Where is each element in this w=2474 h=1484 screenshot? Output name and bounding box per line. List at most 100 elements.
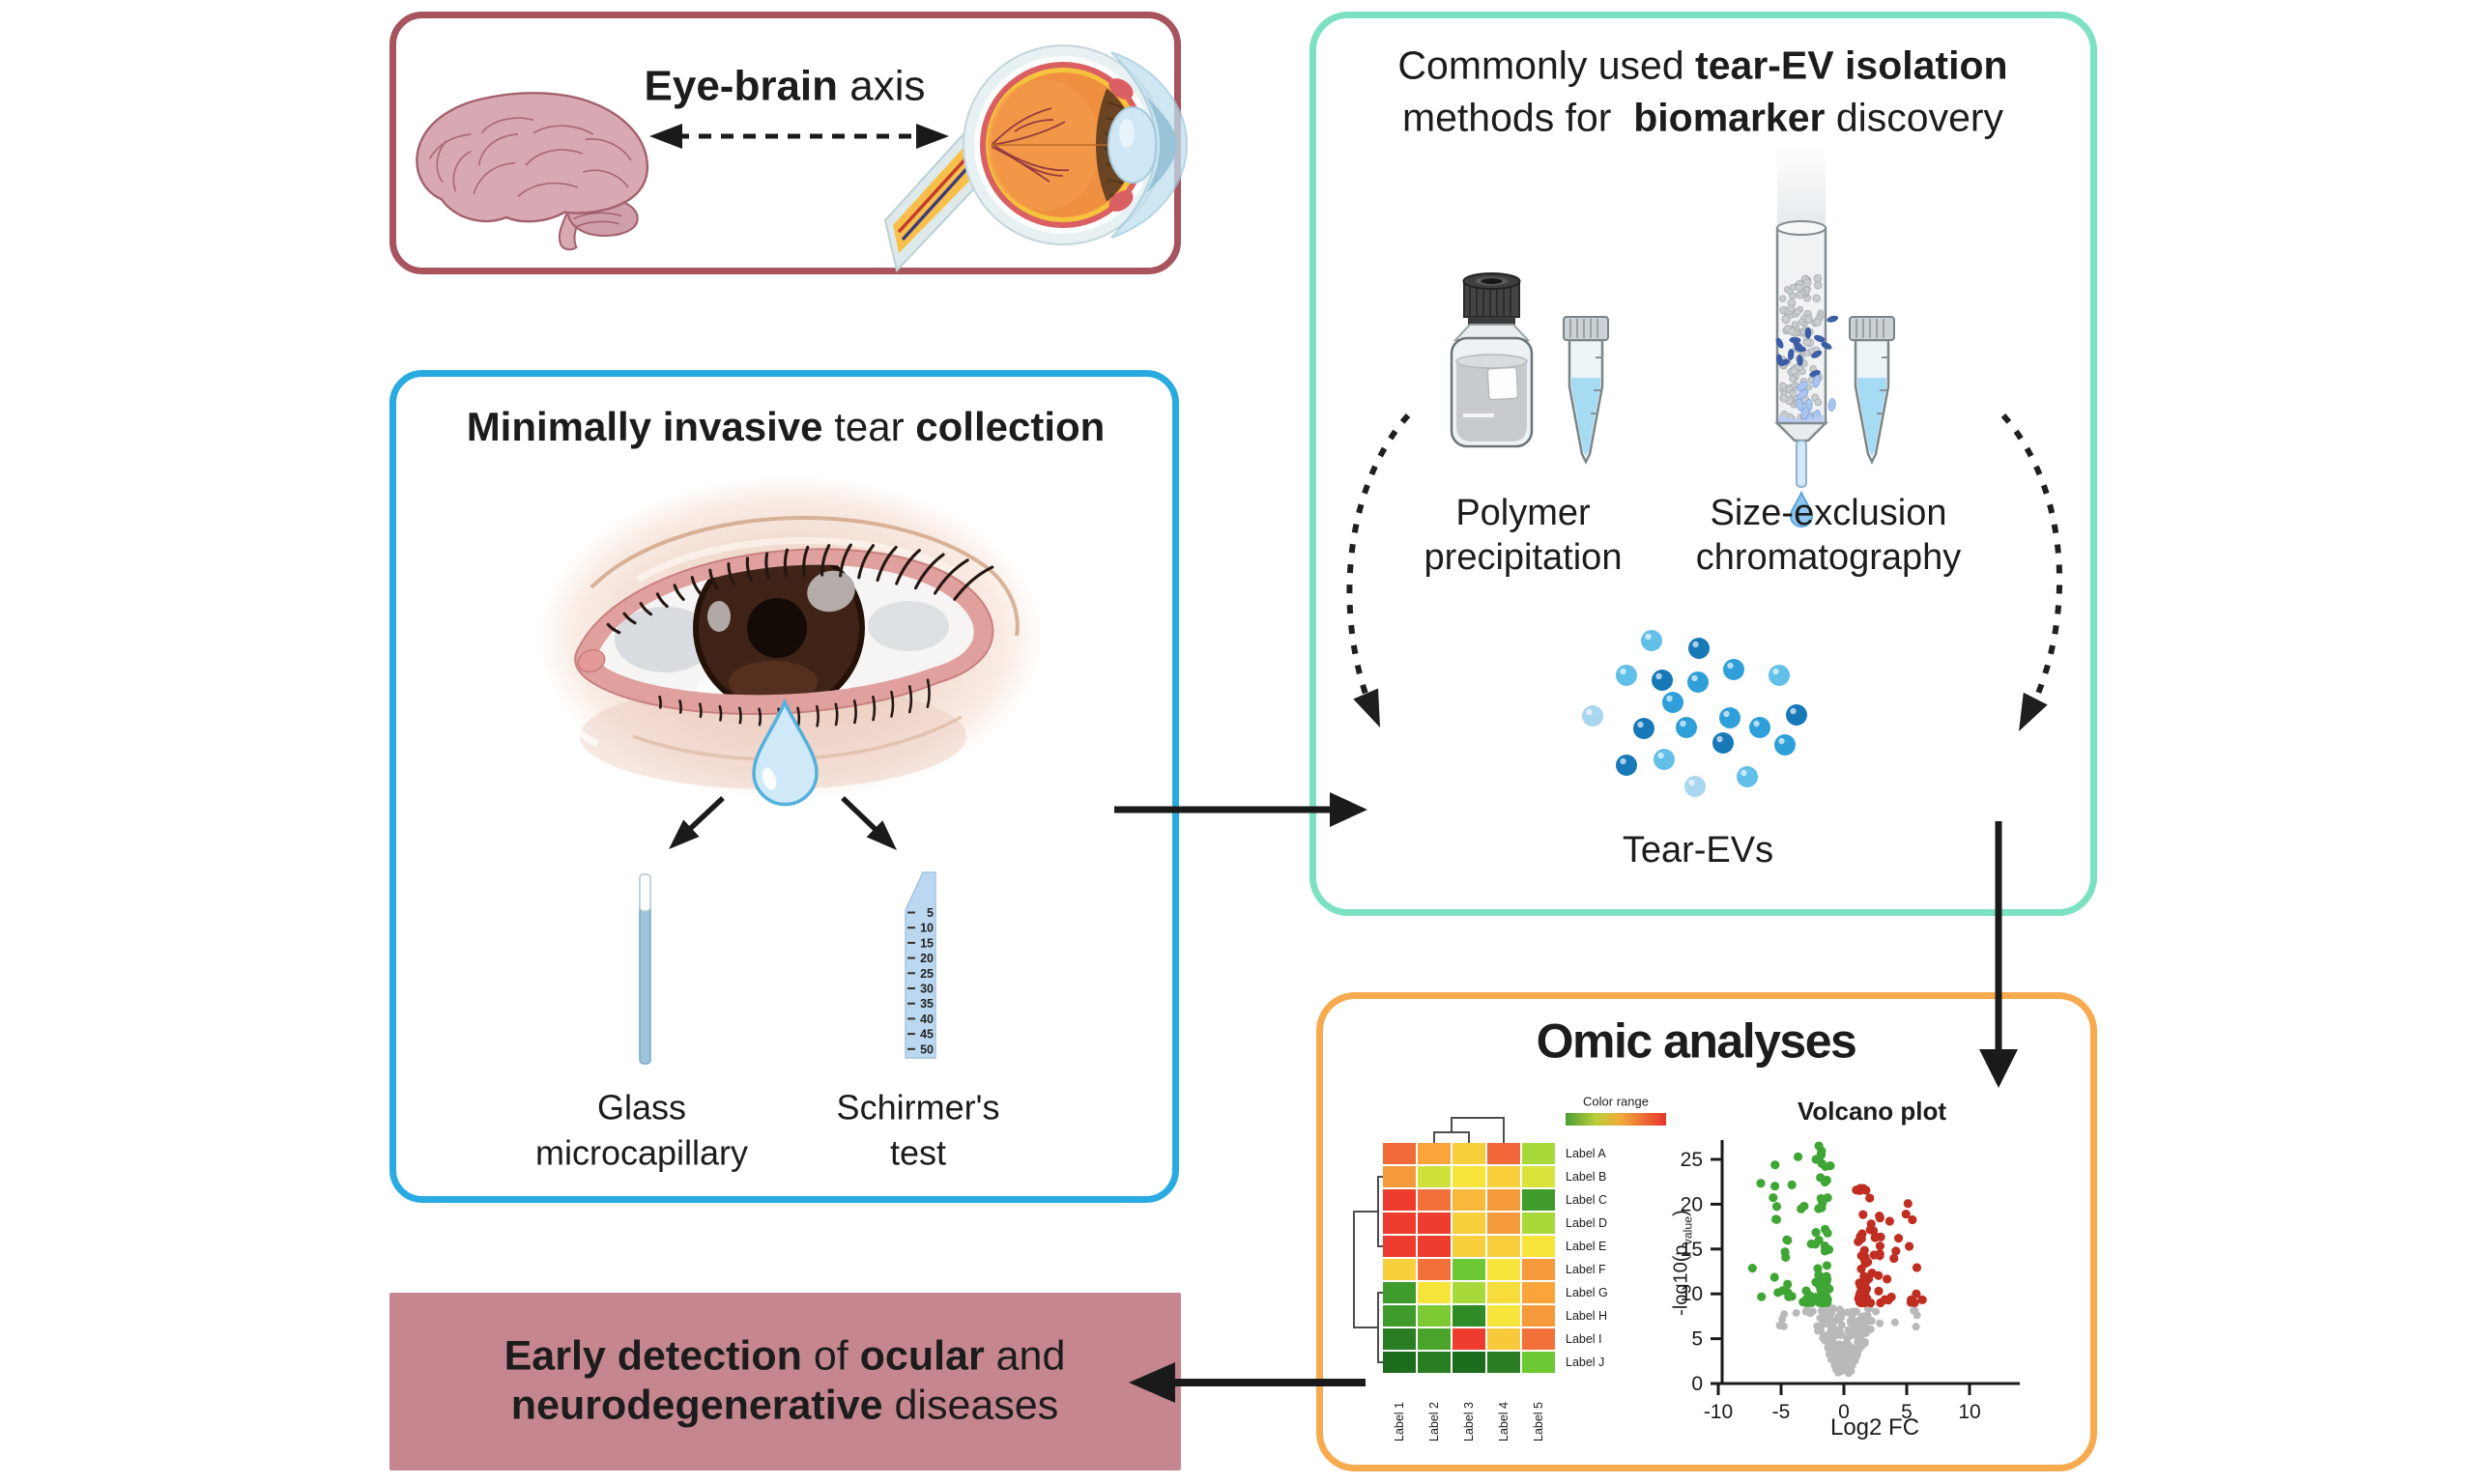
glass-microcapillary-label-1: Glass — [596, 1087, 687, 1127]
isolation-title-line1: Commonly used tear-EV isolation — [1397, 43, 2007, 88]
heatmap-legend-label: Color range — [1583, 1094, 1649, 1109]
heatmap-column-label: Label 2 — [1427, 1401, 1441, 1441]
heatmap-cell — [1522, 1166, 1555, 1187]
heatmap-cell — [1453, 1166, 1485, 1187]
heatmap-cell — [1383, 1143, 1416, 1164]
heatmap-cell — [1418, 1282, 1451, 1303]
heatmap-cell — [1522, 1328, 1555, 1350]
tear-title-bold-2: collection — [915, 403, 1106, 449]
volcano-y-axis-label: -log10(pvalue) — [1670, 1210, 1695, 1316]
tear-title-bold-1: Minimally invasive — [466, 403, 823, 449]
isolation-title2-bold: biomarker — [1633, 95, 1826, 140]
isolation-title-line2: methods for biomarker discovery — [1402, 95, 2003, 140]
heatmap-column-label: Label 3 — [1462, 1401, 1476, 1441]
heatmap-cell — [1453, 1236, 1485, 1257]
early-detection-line2: neurodegenerative diseases — [417, 1381, 1152, 1430]
schirmer-label-2: test — [889, 1132, 947, 1173]
early-detection-text: Early detection of ocular and neurodegen… — [417, 1331, 1152, 1429]
polymer-precipitation-label-1: Polymer — [1455, 493, 1591, 534]
heatmap-cell — [1418, 1352, 1451, 1373]
isolation-title2-normal-b: discovery — [1825, 95, 2004, 140]
heatmap-row-label: Label D — [1566, 1216, 1608, 1230]
heatmap-cell — [1487, 1189, 1520, 1211]
eye-brain-title-bold: Eye-brain — [644, 62, 839, 110]
heatmap-cell — [1453, 1305, 1485, 1327]
outcome-normal-2: and — [984, 1332, 1066, 1380]
heatmap-cell — [1487, 1352, 1520, 1373]
heatmap-cell — [1383, 1166, 1416, 1187]
isolation-title1-bold: tear-EV isolation — [1695, 43, 2008, 88]
eye-brain-title-normal: axis — [838, 62, 926, 110]
volcano-plot-title: Volcano plot — [1797, 1097, 1947, 1127]
tear-collection-panel — [389, 370, 1179, 1203]
isolation-title1-normal: Commonly used — [1397, 43, 1696, 88]
heatmap-cell — [1522, 1189, 1555, 1211]
heatmap — [1383, 1143, 1555, 1373]
heatmap-row-label: Label F — [1566, 1263, 1606, 1276]
volcano-x-axis-label: Log2 FC — [1829, 1414, 1920, 1441]
outcome-normal-1: of — [801, 1332, 860, 1380]
heatmap-cell — [1383, 1189, 1416, 1211]
heatmap-cell — [1418, 1328, 1451, 1350]
heatmap-row-label: Label C — [1566, 1193, 1608, 1207]
heatmap-cell — [1522, 1236, 1555, 1257]
eye-brain-axis-panel — [389, 12, 1181, 274]
heatmap-row-label: Label B — [1566, 1170, 1607, 1184]
heatmap-cell — [1383, 1328, 1416, 1350]
heatmap-cell — [1418, 1213, 1451, 1234]
heatmap-cell — [1487, 1213, 1520, 1234]
heatmap-row-label: Label A — [1566, 1147, 1606, 1160]
outcome-bold-2: ocular — [859, 1332, 985, 1380]
heatmap-cell — [1383, 1236, 1416, 1257]
isolation-title2-normal-a: methods for — [1401, 95, 1634, 140]
heatmap-cell — [1522, 1259, 1555, 1280]
heatmap-cell — [1522, 1305, 1555, 1327]
heatmap-column-label: Label 1 — [1393, 1401, 1406, 1441]
early-detection-line1: Early detection of ocular and — [417, 1331, 1152, 1381]
eye-brain-title: Eye-brain axis — [645, 63, 926, 112]
heatmap-cell — [1418, 1236, 1451, 1257]
heatmap-cell — [1418, 1189, 1451, 1211]
heatmap-cell — [1487, 1282, 1520, 1303]
heatmap-cell — [1522, 1143, 1555, 1164]
tear-collection-title: Minimally invasive tear collection — [467, 404, 1106, 450]
heatmap-cell — [1418, 1259, 1451, 1280]
heatmap-cell — [1453, 1189, 1485, 1211]
heatmap-cell — [1487, 1143, 1520, 1164]
heatmap-cell — [1453, 1143, 1485, 1164]
heatmap-row-label: Label I — [1566, 1332, 1602, 1346]
size-exclusion-label-1: Size-exclusion — [1710, 493, 1947, 534]
heatmap-cell — [1453, 1282, 1485, 1303]
tear-title-normal: tear — [822, 403, 916, 449]
heatmap-row-label: Label E — [1566, 1240, 1607, 1253]
heatmap-color-gradient-bar — [1566, 1113, 1666, 1126]
heatmap-row-label: Label G — [1566, 1286, 1608, 1299]
heatmap-cell — [1383, 1352, 1416, 1373]
heatmap-cell — [1453, 1328, 1485, 1350]
heatmap-cell — [1487, 1166, 1520, 1187]
heatmap-cell — [1383, 1305, 1416, 1327]
heatmap-row-label: Label H — [1566, 1309, 1608, 1323]
heatmap-cell — [1418, 1143, 1451, 1164]
size-exclusion-label-2: chromatography — [1695, 537, 1962, 579]
heatmap-cell — [1487, 1259, 1520, 1280]
heatmap-cell — [1487, 1236, 1520, 1257]
early-detection-panel — [389, 1293, 1181, 1470]
heatmap-cell — [1383, 1259, 1416, 1280]
heatmap-column-label: Label 4 — [1497, 1401, 1510, 1441]
heatmap-cell — [1418, 1305, 1451, 1327]
heatmap-column-label: Label 5 — [1532, 1401, 1545, 1441]
heatmap-cell — [1418, 1166, 1451, 1187]
heatmap-row-label: Label J — [1566, 1356, 1605, 1369]
heatmap-cell — [1522, 1213, 1555, 1234]
outcome-bold-1: Early detection — [503, 1332, 802, 1380]
heatmap-cell — [1522, 1352, 1555, 1373]
schirmer-label-1: Schirmer's — [836, 1087, 1000, 1127]
heatmap-cell — [1453, 1213, 1485, 1234]
polymer-precipitation-label-2: precipitation — [1424, 537, 1623, 579]
heatmap-cell — [1383, 1282, 1416, 1303]
outcome-bold-3: neurodegenerative — [510, 1382, 883, 1428]
heatmap-cell — [1487, 1305, 1520, 1327]
